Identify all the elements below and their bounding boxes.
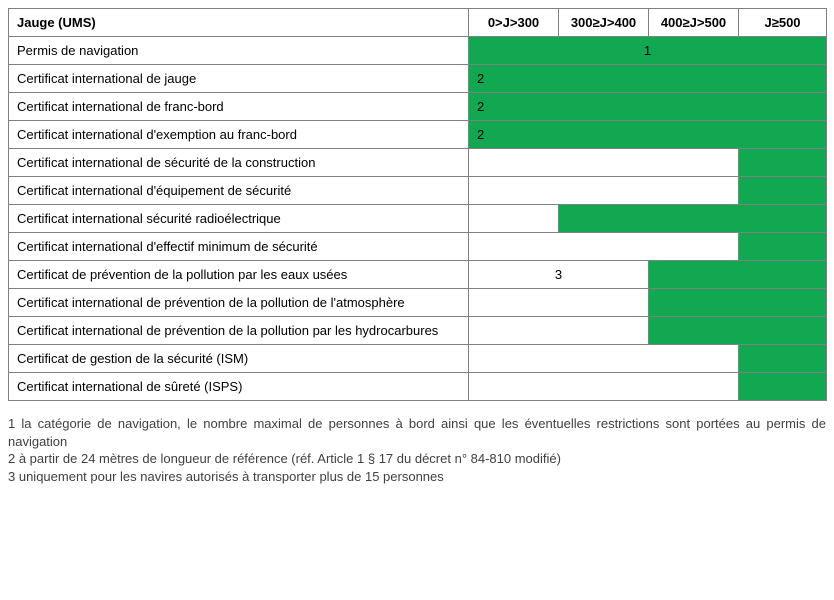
header-col-3: J≥500 <box>739 9 827 37</box>
row-label: Certificat international de jauge <box>9 65 469 93</box>
table-row: Certificat international de sécurité de … <box>9 149 827 177</box>
footnote-3: 3 uniquement pour les navires autorisés … <box>8 468 826 486</box>
data-cell <box>469 177 739 205</box>
data-cell <box>559 205 827 233</box>
table-row: Certificat international de sûreté (ISPS… <box>9 373 827 401</box>
data-cell <box>649 261 827 289</box>
row-label: Certificat de prévention de la pollution… <box>9 261 469 289</box>
table-row: Certificat international de franc-bord2 <box>9 93 827 121</box>
row-label: Certificat de gestion de la sécurité (IS… <box>9 345 469 373</box>
data-cell <box>469 289 649 317</box>
data-cell: 2 <box>469 93 827 121</box>
data-cell <box>469 373 739 401</box>
data-cell <box>739 373 827 401</box>
header-col-0: 0>J>300 <box>469 9 559 37</box>
data-cell <box>739 233 827 261</box>
footnote-2: 2 à partir de 24 mètres de longueur de r… <box>8 450 826 468</box>
data-cell: 2 <box>469 65 827 93</box>
header-col-1: 300≥J>400 <box>559 9 649 37</box>
table-row: Certificat international d'exemption au … <box>9 121 827 149</box>
data-cell: 2 <box>469 121 827 149</box>
certificates-table: Jauge (UMS) 0>J>300 300≥J>400 400≥J>500 … <box>8 8 827 401</box>
table-row: Certificat international d'effectif mini… <box>9 233 827 261</box>
row-label: Permis de navigation <box>9 37 469 65</box>
footnotes: 1 la catégorie de navigation, le nombre … <box>8 415 826 485</box>
table-row: Certificat international de prévention d… <box>9 289 827 317</box>
data-cell <box>469 149 739 177</box>
data-cell <box>739 149 827 177</box>
data-cell <box>469 317 649 345</box>
row-label: Certificat international d'exemption au … <box>9 121 469 149</box>
row-label: Certificat international de franc-bord <box>9 93 469 121</box>
header-row-label: Jauge (UMS) <box>9 9 469 37</box>
table-row: Certificat de prévention de la pollution… <box>9 261 827 289</box>
data-cell: 3 <box>469 261 649 289</box>
data-cell <box>469 205 559 233</box>
header-col-2: 400≥J>500 <box>649 9 739 37</box>
table-row: Certificat international sécurité radioé… <box>9 205 827 233</box>
row-label: Certificat international sécurité radioé… <box>9 205 469 233</box>
data-cell <box>649 317 827 345</box>
table-row: Permis de navigation1 <box>9 37 827 65</box>
table-row: Certificat international de prévention d… <box>9 317 827 345</box>
data-cell <box>469 233 739 261</box>
table-row: Certificat international d'équipement de… <box>9 177 827 205</box>
row-label: Certificat international de sûreté (ISPS… <box>9 373 469 401</box>
row-label: Certificat international d'effectif mini… <box>9 233 469 261</box>
table-row: Certificat de gestion de la sécurité (IS… <box>9 345 827 373</box>
data-cell <box>739 177 827 205</box>
footnote-1: 1 la catégorie de navigation, le nombre … <box>8 415 826 450</box>
table-header-row: Jauge (UMS) 0>J>300 300≥J>400 400≥J>500 … <box>9 9 827 37</box>
table-row: Certificat international de jauge2 <box>9 65 827 93</box>
data-cell <box>469 345 739 373</box>
row-label: Certificat international d'équipement de… <box>9 177 469 205</box>
row-label: Certificat international de sécurité de … <box>9 149 469 177</box>
row-label: Certificat international de prévention d… <box>9 317 469 345</box>
data-cell <box>739 345 827 373</box>
row-label: Certificat international de prévention d… <box>9 289 469 317</box>
data-cell <box>649 289 827 317</box>
data-cell: 1 <box>469 37 827 65</box>
